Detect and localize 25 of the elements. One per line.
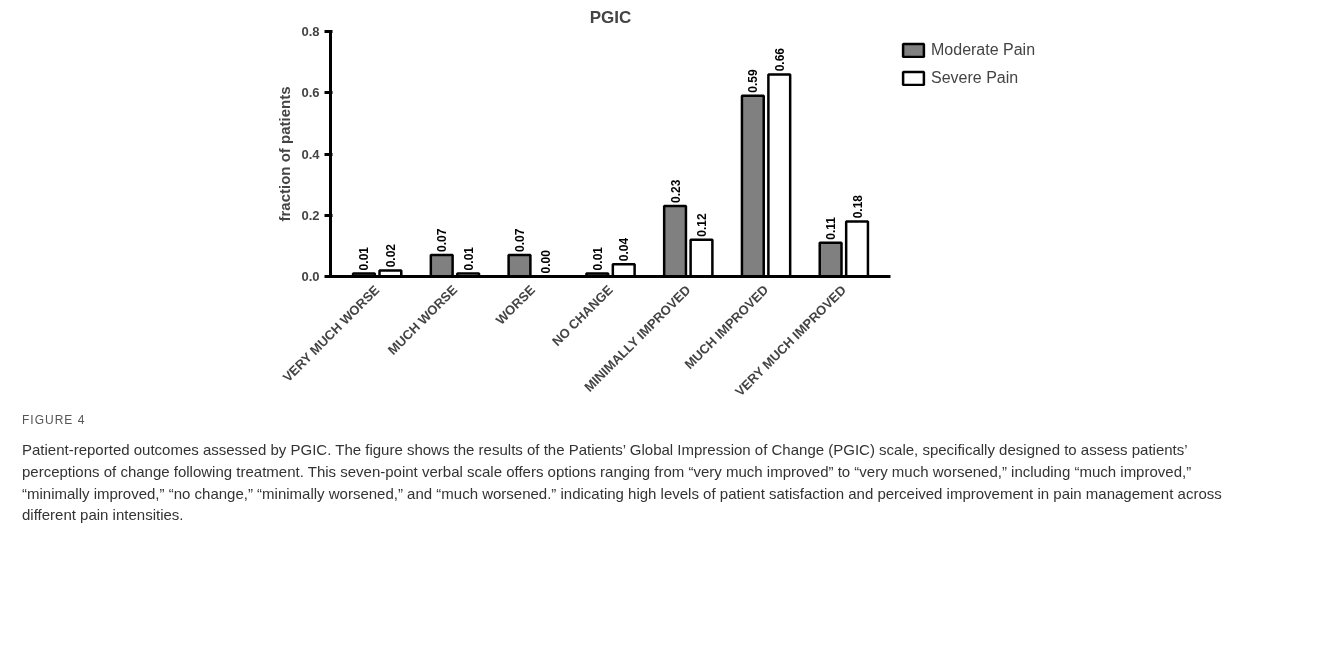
data-label: 0.18 <box>850 194 865 219</box>
chart-title: PGIC <box>589 7 632 27</box>
data-label: 0.04 <box>617 237 632 262</box>
y-tick-label: 0.6 <box>301 85 320 101</box>
data-label: 0.59 <box>746 69 761 93</box>
data-label: 0.01 <box>590 246 605 271</box>
text: Patient-reported outcomes assessed by PGIC. The figure shows the results of the Patients’ Global Impression of Change (PGIC) scale, specifically designed to assess patients’ perceptions of change following treatment. This seven-point verbal scale offers options ranging from “very much improved” to “very much worsened,” including “much improved,” “minimally improved,” “no change,” “minimally worsened,” and “much worsened.” indicating high levels of patient satisfaction and perceived improvement in pain management across different pain intensities. <box>22 440 1223 526</box>
data-label: 0.02 <box>383 243 398 268</box>
y-tick-label: 0.4 <box>301 146 321 162</box>
legend-label: Moderate Pain <box>931 41 1036 59</box>
y-axis-title: fraction of patients <box>276 86 294 222</box>
data-label: 0.23 <box>668 179 683 203</box>
legend-label: Severe Pain <box>931 69 1019 87</box>
data-label: 0.01 <box>461 246 476 271</box>
data-label: 0.07 <box>513 228 527 252</box>
y-tick-label: 0.0 <box>301 269 320 284</box>
y-tick-label: 0.2 <box>301 207 320 223</box>
data-label: 0.00 <box>539 249 554 274</box>
data-label: 0.66 <box>772 47 787 72</box>
data-label: 0.11 <box>824 216 839 240</box>
data-label: 0.01 <box>357 246 372 271</box>
data-label: 0.12 <box>695 213 709 237</box>
data-label: 0.07 <box>435 228 450 252</box>
y-tick-label: 0.8 <box>301 24 320 39</box>
caption: FIGURE 4 <box>22 412 86 429</box>
